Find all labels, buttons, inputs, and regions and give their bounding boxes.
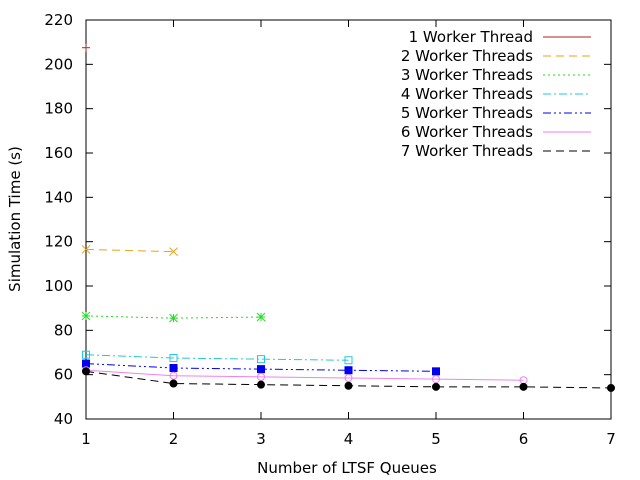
legend-entry-4: 4 Worker Threads	[401, 85, 591, 103]
series-1-point	[82, 43, 90, 52]
y-tick-label: 120	[44, 233, 73, 251]
x-axis: 1 2 3 4 5 6 7	[81, 20, 616, 448]
series-2-point	[81, 245, 91, 254]
x-tick-label: 7	[606, 430, 616, 448]
y-tick-label: 200	[44, 55, 73, 73]
series-3	[81, 311, 266, 323]
series-2-line	[85, 248, 174, 253]
y-tick-label: 60	[54, 366, 73, 384]
series-2	[81, 245, 178, 256]
legend-label: 1 Worker Thread	[409, 28, 533, 46]
series-5-point	[344, 366, 353, 375]
series-3-point	[169, 313, 178, 323]
series-5	[82, 359, 440, 376]
y-tick-label: 140	[44, 188, 73, 206]
series-6-line	[85, 369, 524, 381]
legend-label: 6 Worker Threads	[401, 123, 533, 141]
legend-entry-5: 5 Worker Threads	[401, 104, 591, 122]
y-tick-label: 80	[54, 321, 73, 339]
legend-label: 7 Worker Threads	[401, 142, 533, 160]
legend-entry-3: 3 Worker Threads	[401, 66, 591, 84]
legend-label: 2 Worker Threads	[401, 47, 533, 65]
series-5-point	[169, 364, 178, 373]
x-axis-title: Number of LTSF Queues	[257, 459, 437, 477]
series-2-point	[169, 247, 178, 256]
series-layer	[81, 43, 615, 392]
legend-label: 3 Worker Threads	[401, 66, 533, 84]
series-7-point	[82, 367, 90, 376]
series-6	[82, 366, 528, 385]
y-tick-label: 40	[54, 410, 73, 428]
series-6-point	[257, 372, 265, 381]
series-6-point	[169, 371, 178, 380]
series-3-point	[256, 312, 266, 322]
series-1	[82, 43, 90, 52]
series-4-point	[169, 354, 178, 363]
legend-entry-2: 2 Worker Threads	[401, 47, 591, 65]
series-7-point	[432, 382, 440, 391]
x-tick-label: 3	[256, 430, 266, 448]
x-tick-label: 6	[519, 430, 529, 448]
legend-label: 5 Worker Threads	[401, 104, 533, 122]
series-4	[82, 350, 353, 365]
series-7	[82, 367, 615, 392]
legend-entry-1: 1 Worker Thread	[409, 28, 591, 46]
y-tick-label: 220	[44, 11, 73, 29]
x-tick-label: 5	[431, 430, 441, 448]
series-6-point	[432, 375, 440, 384]
x-tick-label: 4	[344, 430, 354, 448]
series-5-point	[432, 367, 440, 376]
series-3-line	[85, 315, 262, 319]
series-6-point	[344, 373, 353, 382]
series-4-point	[257, 355, 265, 364]
series-4-line	[85, 354, 349, 361]
series-5-point	[82, 359, 90, 368]
y-tick-label: 180	[44, 100, 73, 118]
legend-entry-6: 6 Worker Threads	[401, 123, 591, 141]
series-4-point	[82, 350, 90, 359]
legend-entry-7: 7 Worker Threads	[401, 142, 591, 160]
series-7-point	[169, 379, 178, 388]
y-axis: 40 60 80 100 120 140 160 180 200 220	[44, 11, 611, 428]
series-7-point	[257, 380, 265, 389]
series-7-point	[607, 383, 615, 392]
series-5-point	[257, 365, 265, 374]
legend-label: 4 Worker Threads	[401, 85, 533, 103]
series-7-point	[519, 382, 528, 391]
y-tick-label: 160	[44, 144, 73, 162]
series-3-point	[81, 311, 91, 321]
x-tick-label: 1	[81, 430, 91, 448]
y-tick-label: 100	[44, 277, 73, 295]
series-4-point	[344, 356, 353, 365]
y-axis-title: Simulation Time (s)	[6, 146, 24, 292]
series-7-point	[344, 381, 353, 390]
x-tick-label: 2	[169, 430, 179, 448]
